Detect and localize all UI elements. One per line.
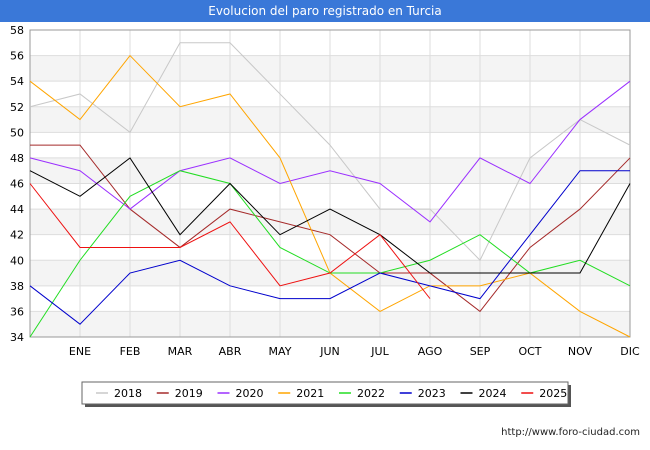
legend-label-2023: 2023 xyxy=(418,387,446,400)
series-line-2025 xyxy=(29,183,431,299)
source-url: http://www.foro-ciudad.com xyxy=(501,427,640,438)
x-tick-label: JUL xyxy=(370,345,389,358)
series-line-2020 xyxy=(29,80,631,223)
x-tick-label: FEB xyxy=(120,345,141,358)
chart-title: Evolucion del paro registrado en Turcia xyxy=(0,0,650,22)
x-tick-label: MAY xyxy=(269,345,292,358)
series-line-2023 xyxy=(29,170,630,325)
legend-label-2019: 2019 xyxy=(175,387,203,400)
y-tick-label: 52 xyxy=(10,101,24,114)
y-tick-label: 44 xyxy=(10,203,24,216)
series-line-2018 xyxy=(29,42,631,262)
y-tick-label: 48 xyxy=(10,152,24,165)
x-tick-label: SEP xyxy=(470,345,491,358)
x-tick-label: NOV xyxy=(568,345,593,358)
legend-label-2025: 2025 xyxy=(539,387,567,400)
x-tick-label: OCT xyxy=(518,345,541,358)
x-tick-label: AGO xyxy=(418,345,443,358)
series-line-2024 xyxy=(29,157,631,274)
series-layer xyxy=(29,42,631,338)
y-tick-label: 50 xyxy=(10,126,24,139)
x-tick-label: ENE xyxy=(69,345,91,358)
legend-box xyxy=(81,381,569,405)
legend-label-2024: 2024 xyxy=(479,387,507,400)
legend: 2018 2019 2020 2021 2022 2023 2024 2025 xyxy=(81,381,571,407)
legend-label-2021: 2021 xyxy=(296,387,324,400)
x-tick-label: ABR xyxy=(219,345,242,358)
y-tick-label: 46 xyxy=(10,178,24,191)
y-tick-label: 36 xyxy=(10,305,24,318)
x-tick-label: DIC xyxy=(620,345,640,358)
y-axis-ticks: 34 36 38 40 42 44 46 48 50 52 54 56 58 xyxy=(10,24,24,344)
legend-label-2022: 2022 xyxy=(357,387,385,400)
y-tick-label: 54 xyxy=(10,75,24,88)
y-tick-label: 34 xyxy=(10,331,24,344)
y-tick-label: 56 xyxy=(10,50,24,63)
x-axis-ticks: ENE FEB MAR ABR MAY JUN JUL AGO SEP OCT NOV DIC xyxy=(69,345,640,358)
y-tick-label: 42 xyxy=(10,229,24,242)
y-tick-label: 40 xyxy=(10,254,24,267)
y-tick-label: 38 xyxy=(10,280,24,293)
legend-label-2020: 2020 xyxy=(236,387,264,400)
legend-label-2018: 2018 xyxy=(114,387,142,400)
y-tick-label: 58 xyxy=(10,24,24,37)
x-tick-label: MAR xyxy=(168,345,193,358)
x-tick-label: JUN xyxy=(319,345,340,358)
